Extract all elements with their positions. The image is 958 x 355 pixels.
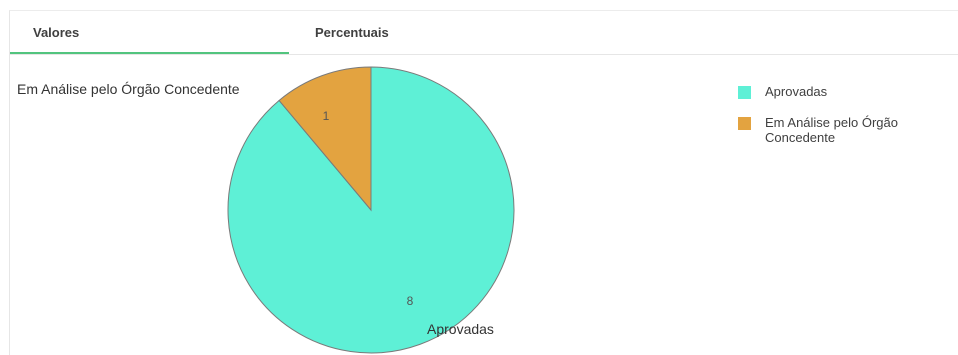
category-label-em-analise-pelo-orgao-concedente: Em Análise pelo Órgão Concedente <box>17 81 240 97</box>
category-label-aprovadas: Aprovadas <box>427 321 494 337</box>
legend-swatch-em-analise <box>738 117 751 130</box>
tab-percentuais[interactable]: Percentuais <box>315 25 389 40</box>
legend-label-em-analise: Em Análise pelo Órgão Concedente <box>765 115 898 145</box>
data-label-em-analise-pelo-orgao-concedente: 1 <box>323 109 330 123</box>
chart-panel: Valores Percentuais <box>9 10 958 355</box>
legend-label-aprovadas: Aprovadas <box>765 84 828 99</box>
data-label-aprovadas: 8 <box>407 294 414 308</box>
legend-item-aprovadas[interactable]: Aprovadas <box>738 84 953 99</box>
legend-swatch-aprovadas <box>738 86 751 99</box>
legend-item-em-analise[interactable]: Em Análise pelo Órgão Concedente <box>738 115 953 145</box>
tab-valores[interactable]: Valores <box>10 11 289 54</box>
chart-legend: Aprovadas Em Análise pelo Órgão Conceden… <box>738 84 953 145</box>
pie-slice-em-analise-pelo-orgao-concedente[interactable] <box>278 66 372 212</box>
tab-bar: Valores Percentuais <box>10 11 958 55</box>
